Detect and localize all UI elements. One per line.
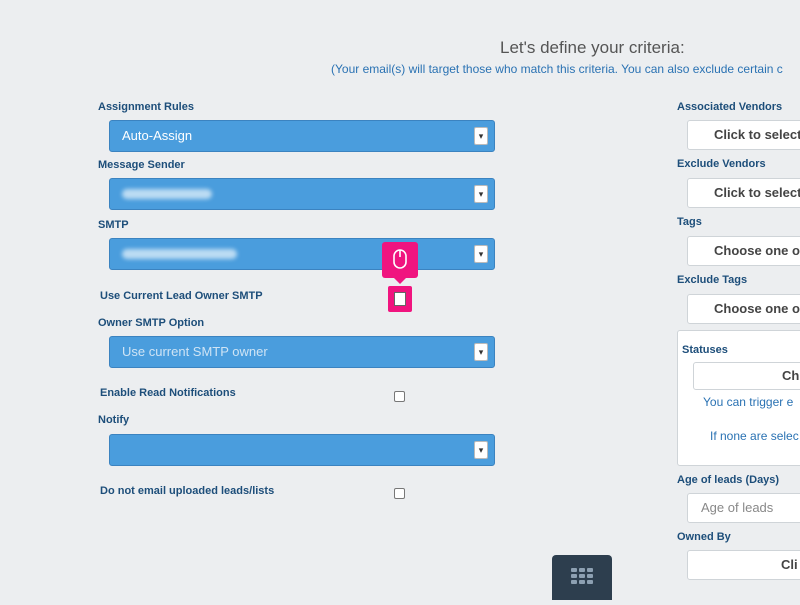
grid-icon [571, 568, 593, 584]
notify-label: Notify [98, 414, 130, 426]
use-current-owner-checkbox[interactable] [388, 286, 412, 312]
exclude-tags-select[interactable]: Choose one or [687, 294, 800, 324]
statuses-note-none: If none are selec [710, 429, 799, 443]
owner-smtp-option-value: Use current SMTP owner [122, 344, 268, 359]
assignment-rules-label: Assignment Rules [98, 101, 194, 113]
enable-read-label: Enable Read Notifications [100, 387, 236, 399]
enable-read-checkbox[interactable] [394, 391, 405, 402]
message-sender-select[interactable]: ▾ [109, 178, 495, 210]
chevron-down-icon: ▾ [474, 245, 488, 263]
assignment-rules-select[interactable]: Auto-Assign ▾ [109, 120, 495, 152]
owned-by-label: Owned By [677, 531, 731, 543]
smtp-label: SMTP [98, 219, 129, 231]
tags-select[interactable]: Choose one or [687, 236, 800, 266]
statuses-label: Statuses [682, 344, 728, 356]
owned-by-select[interactable]: Cli [687, 550, 800, 580]
statuses-panel [677, 330, 800, 466]
exclude-tags-label: Exclude Tags [677, 274, 748, 286]
redacted-value [122, 248, 237, 259]
age-input[interactable]: Age of leads [687, 493, 800, 523]
do-not-email-checkbox[interactable] [394, 488, 405, 499]
page-subtitle: (Your email(s) will target those who mat… [331, 62, 783, 76]
assignment-rules-value: Auto-Assign [122, 128, 193, 143]
notify-select[interactable]: ▾ [109, 434, 495, 466]
smtp-select[interactable]: ▾ [109, 238, 495, 270]
page-title: Let's define your criteria: [500, 38, 685, 57]
mouse-icon [393, 249, 407, 269]
owner-smtp-option-select[interactable]: Use current SMTP owner ▾ [109, 336, 495, 368]
statuses-select[interactable]: Ch [693, 362, 800, 390]
tags-label: Tags [677, 216, 702, 228]
message-sender-label: Message Sender [98, 159, 185, 171]
chevron-down-icon: ▾ [474, 441, 488, 459]
mouse-tooltip [382, 242, 418, 284]
do-not-email-label: Do not email uploaded leads/lists [100, 485, 275, 497]
chevron-down-icon: ▾ [474, 185, 488, 203]
exclude-vendors-label: Exclude Vendors [677, 158, 766, 170]
associated-vendors-select[interactable]: Click to select [687, 120, 800, 150]
associated-vendors-label: Associated Vendors [677, 101, 783, 113]
use-current-owner-label: Use Current Lead Owner SMTP [100, 290, 263, 302]
statuses-note-trigger: You can trigger e [703, 395, 794, 409]
redacted-value [122, 188, 212, 199]
chevron-down-icon: ▾ [474, 343, 488, 361]
chevron-down-icon: ▾ [474, 127, 488, 145]
age-label: Age of leads (Days) [677, 474, 780, 486]
checkbox-inner [394, 292, 406, 306]
apps-menu-button[interactable] [552, 555, 612, 600]
owner-smtp-option-label: Owner SMTP Option [98, 317, 205, 329]
exclude-vendors-select[interactable]: Click to select [687, 178, 800, 208]
